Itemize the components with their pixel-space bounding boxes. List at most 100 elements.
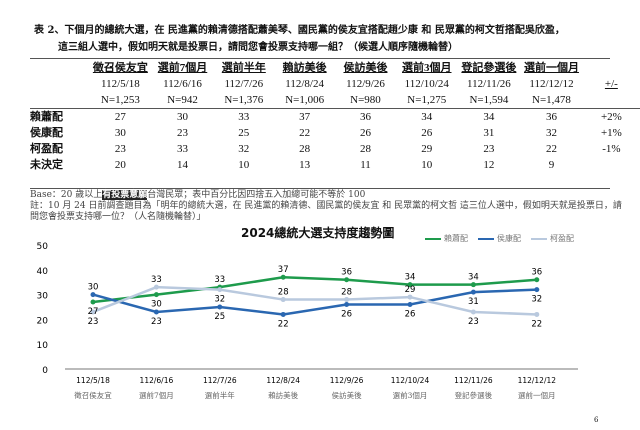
data-label: 22 bbox=[531, 319, 542, 329]
data-label: 26 bbox=[341, 310, 352, 320]
x-tick-sublabel: 選前半年 bbox=[205, 390, 235, 400]
column-date: 112/7/26 bbox=[224, 78, 264, 90]
x-tick-label: 112/10/24 bbox=[391, 376, 430, 385]
cell-value: 20 bbox=[114, 159, 126, 171]
cell-value: 34 bbox=[421, 111, 433, 123]
data-point bbox=[217, 287, 223, 293]
legend-item: 賴蕭配 bbox=[425, 234, 468, 244]
base-highlight: 有投票意願 bbox=[102, 190, 148, 200]
cell-value: 12 bbox=[483, 159, 495, 171]
poll-table: 徵召侯友宜 選前7個月 選前半年 賴訪美後 侯訪美後 選前3個月 登記參選後 選前一個月 112… bbox=[30, 60, 640, 173]
cell-value: 33 bbox=[238, 111, 250, 123]
column-event: 侯訪美後 bbox=[343, 62, 388, 74]
data-label: 23 bbox=[88, 317, 99, 327]
data-point bbox=[407, 282, 413, 288]
x-tick-sublabel: 登記參選後 bbox=[455, 390, 493, 400]
base-text-2: 台灣民眾；表中百分比因四捨五入加總可能不等於 100 bbox=[147, 190, 366, 200]
column-event: 選前7個月 bbox=[157, 62, 208, 74]
cell-value: 28 bbox=[359, 143, 371, 155]
x-tick-label: 112/6/16 bbox=[140, 376, 174, 385]
data-label: 32 bbox=[214, 295, 225, 305]
column-sample-size: N=942 bbox=[151, 92, 214, 109]
footnote: 註：10 月 24 日前調查題目為「明年的總統大選，在 民進黨的賴清德、國民黨的… bbox=[30, 201, 622, 222]
data-label: 23 bbox=[468, 317, 479, 327]
data-label: 30 bbox=[88, 283, 99, 293]
x-tick-label: 112/5/18 bbox=[76, 376, 110, 385]
column-event: 選前半年 bbox=[221, 62, 266, 74]
x-tick-label: 112/7/26 bbox=[203, 376, 237, 385]
column-date: 112/8/24 bbox=[285, 78, 324, 90]
data-point bbox=[534, 311, 540, 317]
row-label: 侯康配 bbox=[30, 127, 63, 139]
divider bbox=[30, 58, 610, 59]
y-tick-label: 40 bbox=[37, 267, 49, 277]
table-row: 賴蕭配 27 30 33 37 36 34 34 36 +2% bbox=[30, 109, 640, 126]
data-point bbox=[153, 284, 159, 290]
data-label: 33 bbox=[151, 275, 162, 285]
x-tick-sublabel: 選前3個月 bbox=[393, 390, 428, 400]
cell-change: +1% bbox=[600, 127, 622, 139]
data-point bbox=[90, 299, 96, 305]
x-tick-label: 112/11/26 bbox=[454, 376, 493, 385]
divider bbox=[30, 188, 610, 189]
cell-value: 27 bbox=[114, 111, 126, 123]
column-sample-size: N=1,275 bbox=[395, 92, 458, 109]
column-event: 選前3個月 bbox=[402, 62, 452, 74]
legend-label: 柯盈配 bbox=[550, 234, 574, 243]
x-tick-sublabel: 賴訪美後 bbox=[268, 390, 298, 400]
data-point bbox=[344, 302, 350, 308]
cell-change: -1% bbox=[602, 143, 621, 155]
base-note: Base：20 歲以上有投票意願台灣民眾；表中百分比因四捨五入加總可能不等於 1… bbox=[30, 190, 625, 201]
cell-value: 30 bbox=[177, 111, 189, 123]
cell-value: 10 bbox=[238, 159, 250, 171]
data-label: 22 bbox=[278, 319, 289, 329]
legend-swatch bbox=[531, 238, 547, 240]
data-point bbox=[344, 297, 350, 303]
cell-value: 36 bbox=[545, 111, 557, 123]
data-point bbox=[153, 309, 159, 315]
data-label: 31 bbox=[468, 297, 479, 307]
data-point bbox=[280, 297, 286, 303]
x-tick-label: 112/8/24 bbox=[266, 376, 300, 385]
column-sample-size: N=1,376 bbox=[213, 92, 275, 109]
column-event: 賴訪美後 bbox=[282, 62, 327, 74]
cell-value: 9 bbox=[548, 159, 555, 171]
cell-value: 36 bbox=[359, 111, 371, 123]
cell-value: 10 bbox=[421, 159, 433, 171]
data-label: 32 bbox=[531, 295, 542, 305]
column-date: 112/10/24 bbox=[404, 78, 449, 90]
data-point bbox=[90, 309, 96, 315]
chart-title: 2024總統大選支持度趨勢圖 bbox=[241, 226, 395, 240]
series-line-1 bbox=[92, 288, 537, 316]
data-point bbox=[153, 292, 159, 298]
series-line-2 bbox=[92, 285, 537, 316]
cell-value: 32 bbox=[238, 143, 250, 155]
cell-value: 30 bbox=[114, 127, 126, 139]
cell-value: 23 bbox=[177, 127, 189, 139]
column-sample-size: N=1,478 bbox=[520, 92, 583, 109]
cell-value: 28 bbox=[299, 143, 311, 155]
data-label: 23 bbox=[151, 317, 162, 327]
x-tick-label: 112/12/12 bbox=[518, 376, 557, 385]
cell-value: 31 bbox=[483, 127, 495, 139]
blank bbox=[30, 92, 90, 109]
data-point bbox=[470, 282, 476, 288]
cell-value: 34 bbox=[483, 111, 495, 123]
change-header: +/- bbox=[604, 78, 618, 90]
data-label: 25 bbox=[214, 312, 225, 322]
column-date: 112/11/26 bbox=[467, 78, 511, 90]
data-label: 34 bbox=[405, 273, 416, 283]
column-sample-size: N=1,594 bbox=[457, 92, 521, 109]
row-label: 柯盈配 bbox=[30, 143, 63, 155]
data-label: 34 bbox=[468, 273, 479, 283]
column-event: 選前一個月 bbox=[523, 62, 579, 74]
x-tick-sublabel: 侯訪美後 bbox=[332, 390, 362, 400]
cell-value: 32 bbox=[545, 127, 557, 139]
cell-value: 37 bbox=[299, 111, 311, 123]
column-event: 登記參選後 bbox=[461, 62, 517, 74]
data-label: 36 bbox=[341, 268, 352, 278]
cell-value: 23 bbox=[483, 143, 495, 155]
cell-value: 29 bbox=[421, 143, 433, 155]
x-tick-sublabel: 選前7個月 bbox=[139, 390, 174, 400]
